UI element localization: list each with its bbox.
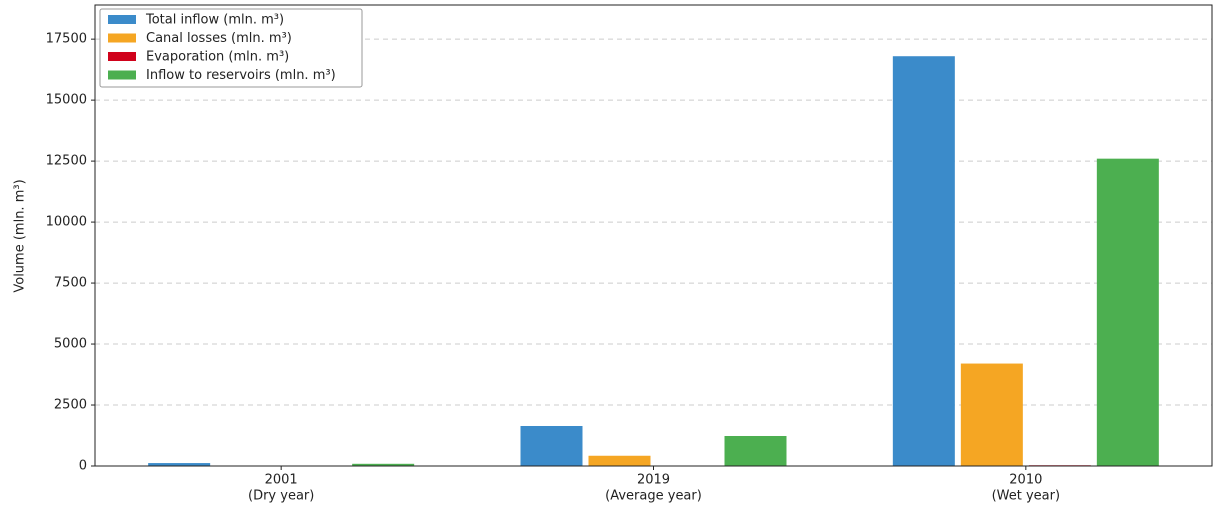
- x-tick-label: 2001: [265, 473, 298, 488]
- bar: [960, 363, 1023, 466]
- bar: [892, 56, 955, 466]
- y-tick-label: 0: [79, 459, 87, 474]
- legend-label: Evaporation (mln. m³): [146, 50, 289, 65]
- y-tick-label: 10000: [46, 215, 87, 230]
- legend-label: Inflow to reservoirs (mln. m³): [146, 68, 336, 83]
- x-tick-sublabel: (Dry year): [248, 489, 314, 504]
- legend-swatch: [108, 52, 136, 61]
- bar: [520, 425, 583, 466]
- y-tick-label: 15000: [46, 93, 87, 108]
- legend-label: Total inflow (mln. m³): [145, 13, 284, 28]
- legend-box: [99, 8, 363, 88]
- legend-swatch: [108, 15, 136, 24]
- y-tick-label: 12500: [46, 154, 87, 169]
- x-tick-sublabel: (Wet year): [992, 489, 1060, 504]
- y-tick-label: 17500: [46, 32, 87, 47]
- y-tick-label: 2500: [54, 398, 87, 413]
- legend-label: Canal losses (mln. m³): [146, 31, 292, 46]
- x-tick-label: 2019: [637, 473, 670, 488]
- plot-frame: [94, 4, 1213, 467]
- x-tick-sublabel: (Average year): [605, 489, 702, 504]
- legend-swatch: [108, 70, 136, 80]
- bar: [1096, 158, 1159, 466]
- y-tick-label: 5000: [54, 337, 87, 352]
- bar: [724, 435, 787, 466]
- bar: [588, 455, 651, 466]
- y-tick-label: 7500: [54, 276, 87, 291]
- bar: [352, 463, 415, 466]
- bar: [148, 463, 211, 466]
- legend-swatch: [108, 33, 136, 43]
- x-tick-label: 2010: [1009, 473, 1042, 488]
- y-axis-label: Volume (mln. m³): [13, 179, 28, 292]
